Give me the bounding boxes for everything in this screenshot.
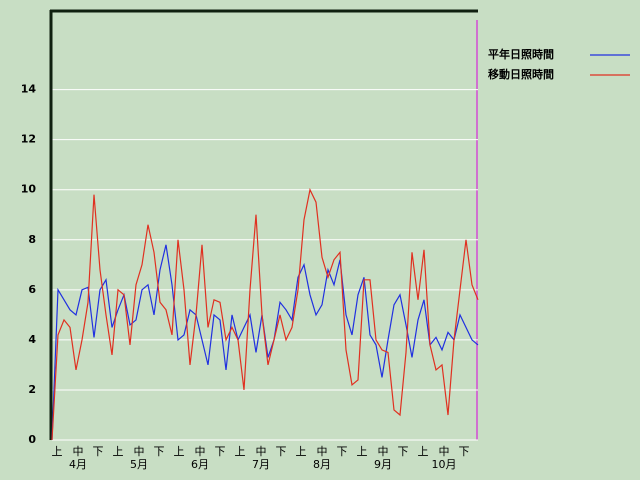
y-tick-label: 10 [21, 183, 37, 196]
y-tick-label: 6 [28, 283, 36, 296]
month-label: 8月 [313, 458, 331, 471]
y-tick-label: 4 [28, 333, 36, 346]
x-tick-label: 上 [357, 445, 368, 458]
y-tick-label: 2 [28, 383, 36, 396]
x-tick-label: 中 [134, 445, 145, 458]
x-tick-label: 中 [317, 445, 328, 458]
y-tick-label: 8 [28, 233, 36, 246]
x-tick-label: 上 [174, 445, 185, 458]
x-tick-label: 下 [276, 445, 287, 458]
x-tick-label: 中 [439, 445, 450, 458]
y-tick-label: 0 [28, 433, 36, 446]
series-line [51, 187, 479, 441]
x-tick-label: 中 [73, 445, 84, 458]
x-tick-label: 下 [337, 445, 348, 458]
x-tick-label: 下 [93, 445, 104, 458]
x-tick-label: 下 [398, 445, 409, 458]
x-tick-label: 中 [378, 445, 389, 458]
x-tick-label: 上 [52, 445, 63, 458]
month-label: 9月 [374, 458, 392, 471]
month-label: 7月 [252, 458, 270, 471]
x-tick-label: 下 [215, 445, 226, 458]
x-tick-label: 上 [418, 445, 429, 458]
x-tick-label: 下 [459, 445, 470, 458]
legend-label: 平年日照時間 [488, 47, 554, 61]
x-tick-label: 上 [113, 445, 124, 458]
x-tick-label: 中 [256, 445, 267, 458]
month-label: 10月 [432, 458, 457, 471]
month-label: 6月 [191, 458, 209, 471]
x-tick-label: 下 [154, 445, 165, 458]
x-tick-label: 上 [296, 445, 307, 458]
y-tick-label: 12 [21, 133, 36, 146]
y-tick-label: 14 [21, 83, 37, 96]
x-tick-label: 上 [235, 445, 246, 458]
legend-label: 移動日照時間 [488, 67, 554, 81]
month-label: 4月 [69, 458, 87, 471]
x-tick-label: 中 [195, 445, 206, 458]
month-label: 5月 [130, 458, 148, 471]
